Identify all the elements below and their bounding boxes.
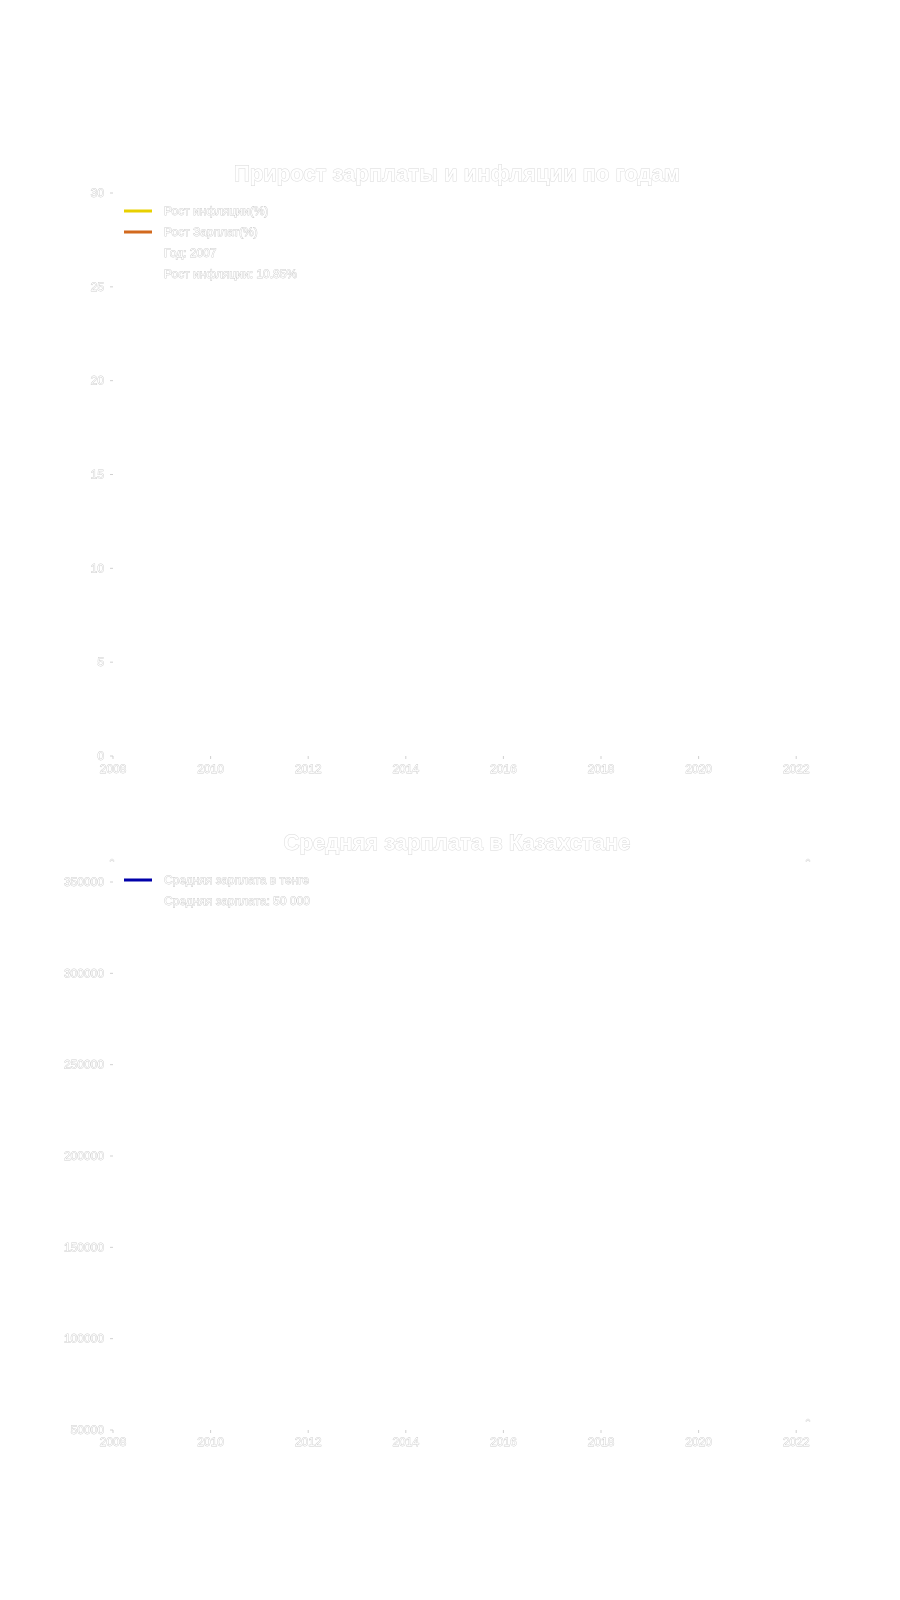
annotation-inflation-value: Рост инфляции: 10.85% [164,267,297,281]
chart-1-y-axis: 0 5 10 15 20 25 30 [90,186,113,763]
chart-2-y-axis: 50000 100000 150000 200000 250000 300000 35000… [64,875,113,1437]
x-tick-label: 2020 [685,1435,712,1449]
x-tick-label: 2016 [490,762,517,776]
x-tick-label: 2008 [100,762,127,776]
y-tick-label: 5 [97,655,104,669]
x-tick-label: 2012 [295,1435,322,1449]
chart-2-title: Средняя зарплата в Казахстане [284,830,631,855]
y-tick-label: 200000 [64,1149,104,1163]
chart-2-x-axis: 2008 2010 2012 2014 2016 2018 2020 2022 [99,1430,810,1449]
y-tick-label: 350000 [64,875,104,889]
x-tick-label: 2010 [197,762,224,776]
legend-label-average-salary: Средняя зарплата в тенге [164,873,309,887]
chart-1-legend: Рост инфляции(%) Рост Зарплат(%) Год: 20… [124,204,298,281]
x-tick-label: 2018 [588,762,615,776]
legend-label-salary-growth: Рост Зарплат(%) [164,225,258,239]
annotation-year: Год: 2007 [164,246,217,260]
y-tick-label: 25 [91,280,105,294]
chart-1-x-axis: 2008 2010 2012 2014 2016 2018 2020 2022 [99,756,810,776]
annotation-average-salary: Средняя зарплата: 50 000 [164,894,310,908]
axis-corner-mark: ˆ [110,857,114,871]
legend-label-inflation: Рост инфляции(%) [164,204,268,218]
x-tick-label: 2014 [392,1435,419,1449]
chart-1-title: Прирост зарплаты и инфляции по годам [234,161,680,186]
chart-inflation-salary-growth: Прирост зарплаты и инфляции по годам 0 5 1… [90,161,810,777]
x-tick-label: 2018 [588,1435,615,1449]
x-tick-label: 2012 [295,762,322,776]
x-tick-label: 2022 [783,762,810,776]
y-tick-label: 100000 [64,1332,104,1346]
y-tick-label: 250000 [64,1058,104,1072]
y-tick-label: 30 [91,186,105,200]
x-tick-label: 2016 [490,1435,517,1449]
y-tick-label: 0 [97,749,104,763]
x-tick-label: 2008 [100,1435,127,1449]
y-tick-label: 150000 [64,1240,104,1254]
y-tick-label: 300000 [64,966,104,980]
y-tick-label: 20 [91,374,105,388]
y-tick-label: 10 [91,561,105,575]
y-tick-label: 15 [91,468,105,482]
axis-corner-mark: ˆ [806,857,810,871]
x-tick-label: 2014 [392,762,419,776]
y-tick-label: 50000 [71,1423,105,1437]
x-tick-label: 2020 [685,762,712,776]
x-tick-label: 2010 [197,1435,224,1449]
chart-2-legend: Средняя зарплата в тенге Средняя зарплат… [124,873,311,908]
axis-corner-mark: ˆ [806,1417,810,1431]
x-tick-label: 2022 [783,1435,810,1449]
chart-average-salary: Средняя зарплата в Казахстане 50000 10000… [64,830,811,1450]
